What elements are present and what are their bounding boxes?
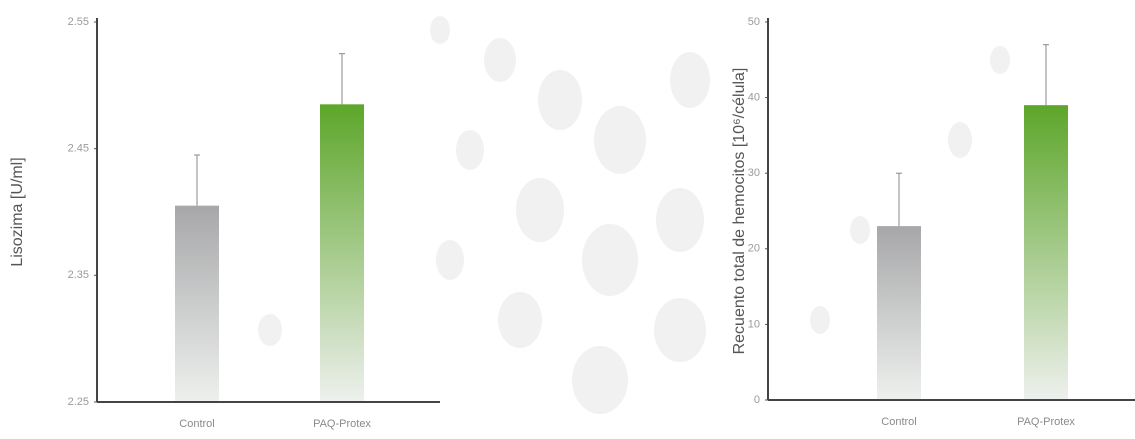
y-tick-label: 10 — [748, 318, 760, 330]
y-tick-label: 40 — [748, 92, 760, 104]
y-axis-label: Recuento total de hemocitos [10⁶/célula] — [731, 68, 748, 355]
y-axis-label: Lisozima [U/ml] — [9, 157, 26, 266]
bar — [320, 104, 364, 402]
x-tick-label: PAQ-Protex — [313, 418, 371, 430]
bar — [175, 205, 219, 402]
y-tick-label: 30 — [748, 167, 760, 179]
bar — [1024, 105, 1068, 400]
y-tick-label: 2.25 — [68, 396, 89, 408]
chart-lisozima: Lisozima [U/ml] 2.25 2.35 2.45 2.55 Control PA… — [9, 16, 440, 430]
y-tick-label: 2.55 — [68, 16, 89, 28]
y-tick-label: 20 — [748, 243, 760, 255]
bar — [877, 226, 921, 400]
y-tick-label: 0 — [754, 394, 760, 406]
y-tick-label: 50 — [748, 16, 760, 28]
x-tick-label: Control — [179, 418, 214, 430]
y-tick-label: 2.45 — [68, 143, 89, 155]
background-pattern — [258, 16, 1010, 414]
y-tick-label: 2.35 — [68, 269, 89, 281]
x-tick-label: Control — [881, 416, 916, 428]
x-tick-label: PAQ-Protex — [1017, 416, 1075, 428]
chart-hemocitos: Recuento total de hemocitos [10⁶/célula]… — [731, 16, 1135, 428]
